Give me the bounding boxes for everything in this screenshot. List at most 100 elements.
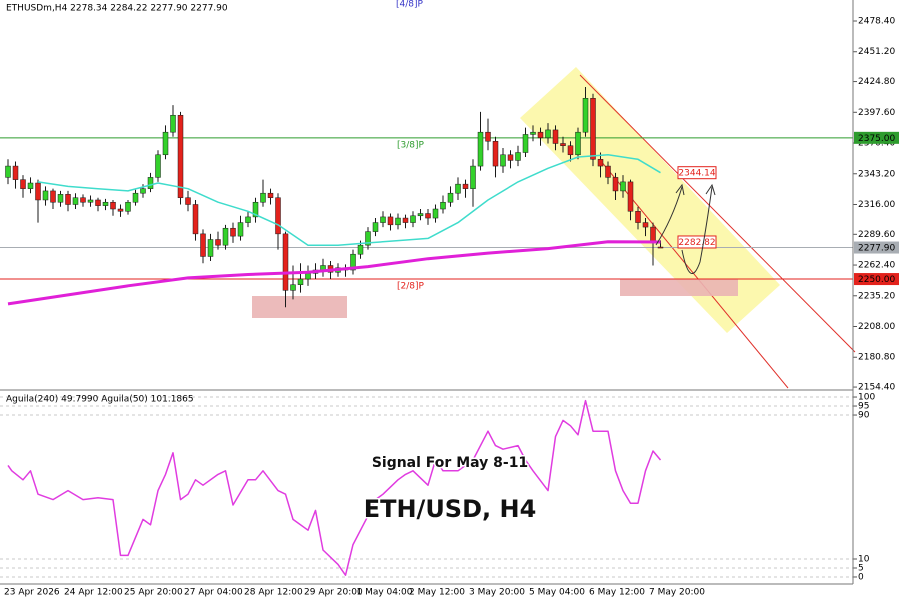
plot-area: 2478.402451.202424.802397.602370.402343.… [0, 17, 899, 598]
candle-body [477, 131, 484, 167]
y-tick-label: 2262.40 [858, 261, 895, 271]
candle-body [237, 222, 244, 237]
value-tag: 2282.82 [678, 238, 715, 248]
candle-body [560, 143, 566, 146]
x-tick-label: 28 Apr 12:00 [244, 588, 303, 598]
candle-body [170, 114, 176, 133]
candle-body [417, 213, 424, 217]
y-tick-label: 0 [858, 572, 864, 582]
price-tag-box [854, 241, 899, 254]
arrow-head [705, 183, 716, 196]
x-tick-label: 23 Apr 2026 [4, 588, 60, 598]
candle-body [597, 159, 604, 167]
candle-body [267, 192, 274, 198]
candle-body [380, 216, 386, 223]
y-tick-label: 2235.20 [858, 291, 895, 301]
candle-body [372, 222, 379, 232]
candle-body [192, 204, 199, 235]
price-tag-box [854, 131, 899, 144]
indicator-line [37, 154, 661, 246]
y-tick-label: 2343.20 [858, 169, 895, 179]
candle-body [155, 154, 161, 178]
candle-body [102, 201, 109, 206]
candle-body [5, 165, 11, 178]
candle-body [642, 222, 649, 228]
candle-body [20, 179, 26, 189]
y-tick-label: 2424.80 [858, 77, 895, 87]
y-tick-label: 90 [858, 411, 870, 421]
candle-body [57, 194, 64, 203]
candle-body [440, 201, 446, 210]
x-tick-label: 6 May 12:00 [589, 588, 645, 598]
price-tag-box [854, 273, 899, 286]
candle-body [537, 131, 544, 139]
signal-title: Signal For May 8-11 [372, 455, 528, 471]
candle-body [87, 199, 94, 203]
x-tick-label: 2 May 12:00 [409, 588, 465, 598]
candle-body [402, 217, 409, 223]
x-tick-label: 24 Apr 12:00 [64, 588, 123, 598]
value-tag: 2344.14 [678, 169, 715, 179]
candle-body [545, 129, 551, 139]
x-tick-label: 7 May 20:00 [649, 588, 705, 598]
x-tick-label: 29 Apr 20:00 [304, 588, 363, 598]
candle-body [410, 215, 416, 223]
candle-body [35, 182, 41, 201]
candle-body [117, 208, 124, 212]
y-tick-label: 5 [858, 563, 864, 573]
candle-body [72, 197, 79, 205]
candle-body [492, 140, 499, 167]
candle-body [222, 227, 229, 246]
x-tick-label: 5 May 04:00 [529, 588, 585, 598]
channel-upper [579, 74, 856, 353]
candle-body [297, 278, 304, 285]
candle-body [455, 183, 461, 194]
y-tick-label: 100 [858, 393, 875, 403]
y-tick-label: 2180.80 [858, 353, 895, 363]
candle-body [132, 192, 139, 203]
x-tick-label: 1 May 04:00 [357, 588, 413, 598]
candle-body [290, 284, 296, 291]
pair-title: ETH/USD, H4 [364, 495, 537, 523]
candle-body [657, 246, 664, 249]
candle-body [230, 227, 236, 237]
y-tick-label: 2208.00 [858, 322, 895, 332]
candle-body [612, 177, 619, 192]
arrow-head [675, 183, 685, 196]
y-tick-label: 2316.00 [858, 200, 895, 210]
candle-body [140, 188, 146, 194]
candle-body [80, 197, 86, 203]
x-tick-label: 27 Apr 04:00 [184, 588, 243, 598]
indicator-line [7, 399, 662, 576]
candle-body [275, 197, 281, 235]
arrows [655, 183, 716, 274]
price-tag: 2375.00 [858, 134, 895, 144]
candle-body [552, 129, 559, 144]
candle-body [65, 194, 71, 205]
candle-body [432, 208, 439, 219]
candle-body [200, 233, 206, 257]
candle-body [582, 98, 589, 133]
y-tick-label: 2478.40 [858, 17, 895, 27]
candle-body [522, 134, 529, 153]
candle-body [447, 192, 454, 203]
candle-body [515, 152, 521, 161]
candle-body [357, 244, 364, 255]
candle-body [162, 131, 169, 156]
support-zone [252, 296, 347, 318]
candle-body [12, 165, 19, 180]
price-tag: 2250.00 [858, 275, 895, 285]
candle-body [245, 216, 251, 223]
candle-body [215, 239, 221, 246]
candle-body [470, 165, 476, 189]
candle-body [260, 192, 266, 203]
candle-body [627, 181, 634, 212]
indicator-line [7, 240, 661, 306]
level-label: [3/8]P [397, 140, 425, 150]
candle-body [185, 197, 191, 205]
candle-body [365, 231, 371, 246]
candle-body [590, 98, 596, 160]
candle-body [27, 182, 34, 189]
candle-body [605, 165, 611, 178]
